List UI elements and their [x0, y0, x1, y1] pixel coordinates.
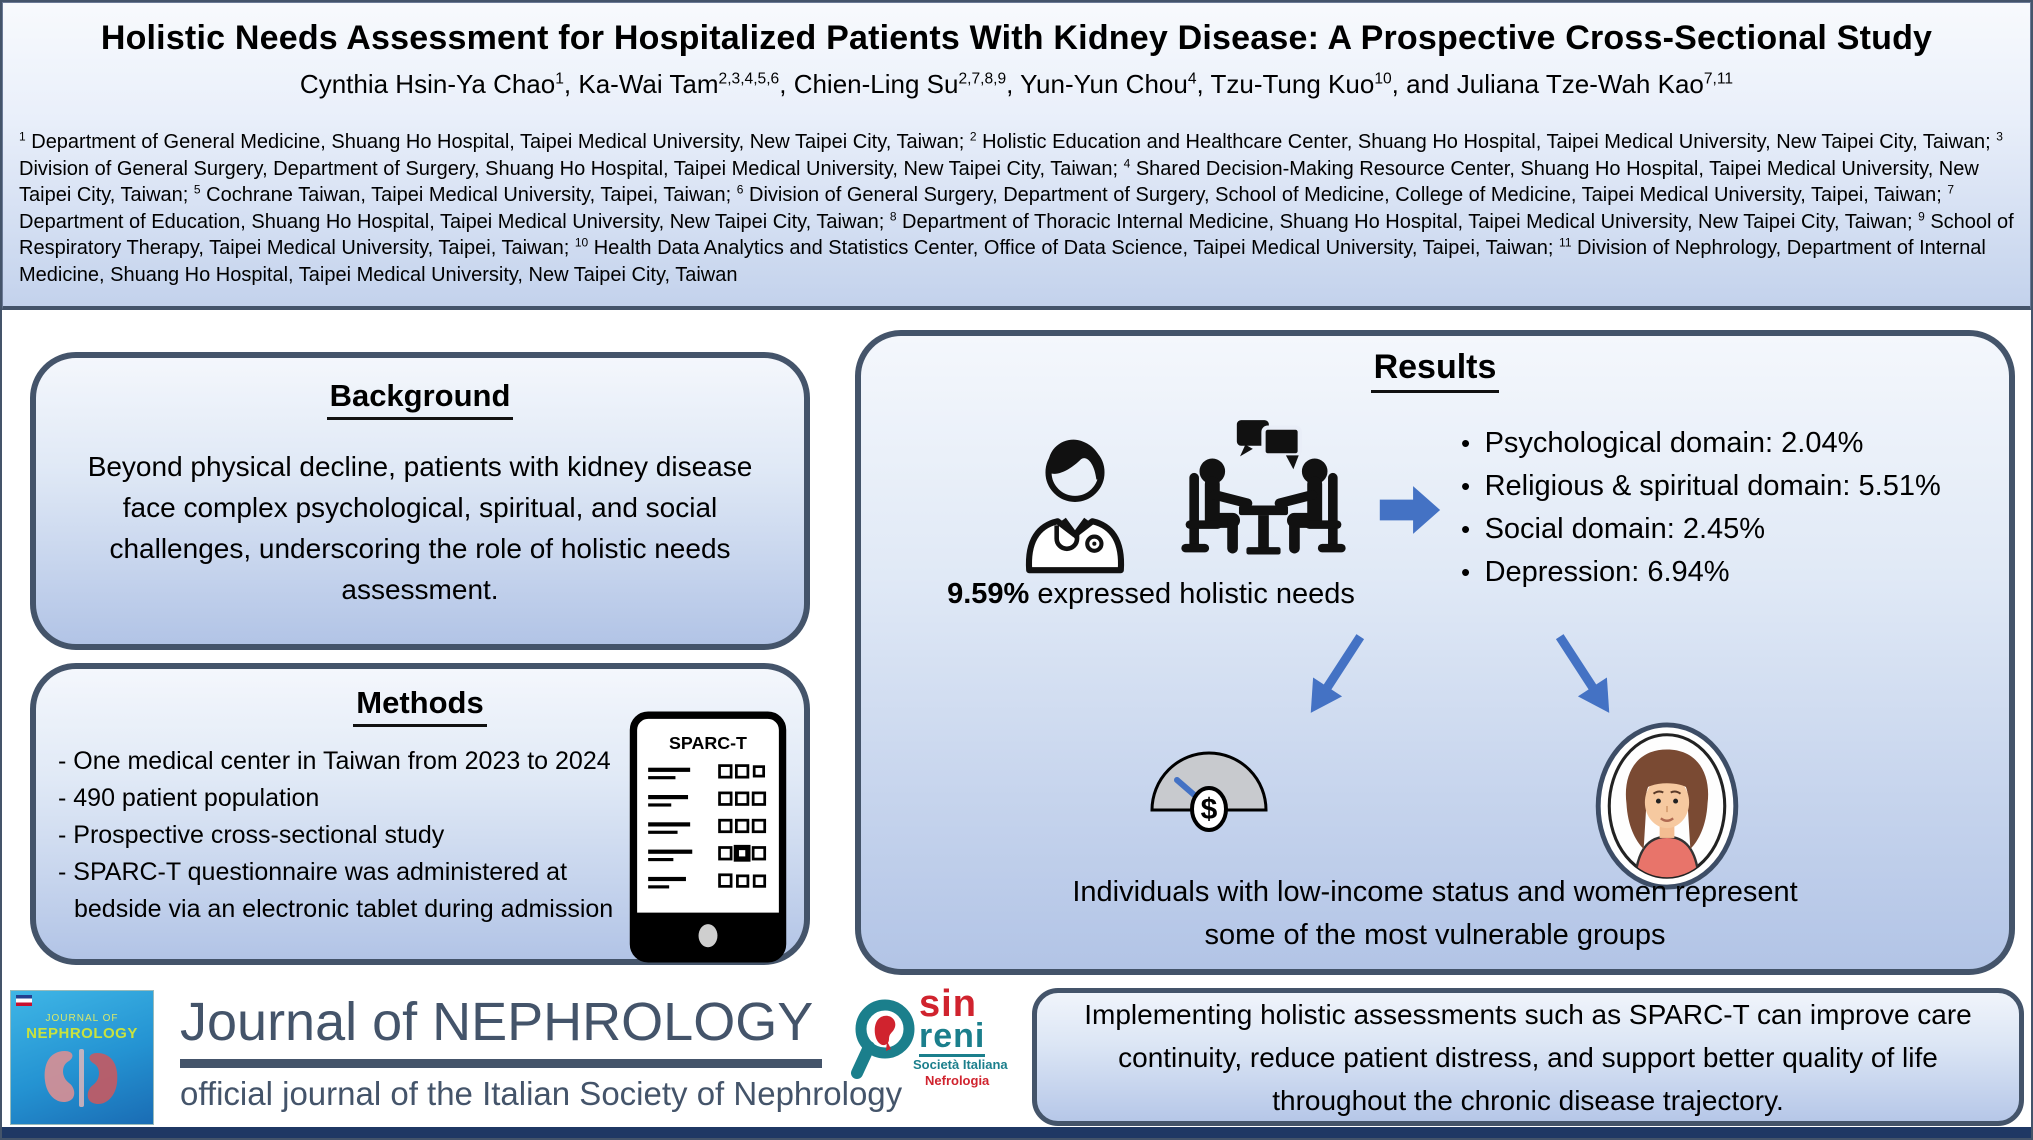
stat-text: expressed holistic needs: [1029, 578, 1355, 610]
sin-magnifier-icon: [851, 999, 915, 1079]
sin-word-societa: Società Italiana: [913, 1057, 1008, 1072]
tablet-screen-label: SPARC-T: [669, 733, 747, 753]
cover-line1: JOURNAL OF: [45, 1013, 119, 1024]
stat-line: 9.59% expressed holistic needs: [881, 578, 1421, 611]
methods-bullet: - Prospective cross-sectional study: [58, 821, 445, 849]
cover-flag-icon: [16, 995, 32, 1006]
background-title-text: Background: [326, 378, 514, 420]
bottom-navy-bar: [0, 1127, 2033, 1140]
page-title: Holistic Needs Assessment for Hospitaliz…: [100, 19, 1933, 57]
cover-kidney-illustration: [44, 1049, 118, 1107]
tablet-icon: SPARC-T: [629, 711, 787, 963]
conclusion-text: Implementing holistic assessments such a…: [1084, 998, 1972, 1116]
sin-word-sin: sin: [919, 983, 977, 1025]
journal-cover-image: JOURNAL OF NEPHROLOGY: [10, 990, 154, 1125]
background-title: Background: [36, 378, 804, 420]
methods-bullets: - One medical center in Taiwan from 2023…: [58, 743, 633, 928]
journal-title-underline: [180, 1059, 822, 1068]
stat-value: 9.59%: [947, 578, 1030, 610]
methods-title-text: Methods: [353, 685, 487, 727]
vulnerable-text-line1: Individuals with low-income status and w…: [1072, 876, 1798, 908]
header-section: Holistic Needs Assessment for Hospitaliz…: [2, 2, 2031, 310]
sin-word-reni: reni: [919, 1017, 986, 1057]
down-left-arrow-icon: [1310, 634, 1365, 713]
doctor-icon: [1025, 439, 1125, 574]
right-arrow-icon: [1379, 486, 1441, 534]
results-domain-item: Psychological domain: 2.04%: [1461, 422, 1941, 465]
journal-title: Journal of NEPHROLOGY: [180, 992, 814, 1052]
results-domain-item: Religious & spiritual domain: 5.51%: [1461, 465, 1941, 508]
authors-line: Cynthia Hsin-Ya Chao1, Ka-Wai Tam2,3,4,5…: [299, 69, 1734, 99]
footer-section: JOURNAL OF NEPHROLOGY Journal of NEPHROL…: [2, 985, 2031, 1127]
results-title: Results: [861, 348, 2009, 393]
conclusion-box: Implementing holistic assessments such a…: [1032, 988, 2024, 1126]
results-title-text: Results: [1370, 348, 1500, 393]
low-income-gauge-icon: $: [1150, 751, 1268, 832]
methods-bullet: - 490 patient population: [58, 784, 320, 812]
results-domains: Psychological domain: 2.04%Religious & s…: [1461, 422, 1941, 594]
results-domain-item: Social domain: 2.45%: [1461, 508, 1941, 551]
sin-word-nefrologia: Nefrologia: [925, 1073, 990, 1088]
background-body: Beyond physical decline, patients with k…: [87, 451, 753, 605]
woman-avatar-icon: [1595, 722, 1739, 890]
sin-logo: sin reni Società Italiana Nefrologia: [847, 985, 1017, 1099]
results-box: Results: [855, 330, 2015, 975]
methods-title: Methods: [36, 685, 804, 727]
methods-box: Methods - One medical center in Taiwan f…: [30, 663, 810, 965]
affiliations: 1 Department of General Medicine, Shuang…: [19, 129, 2014, 286]
methods-bullet: - SPARC-T questionnaire was administered…: [58, 858, 614, 923]
journal-subtitle: official journal of the Italian Society …: [180, 1075, 903, 1112]
results-domain-item: Depression: 6.94%: [1461, 551, 1941, 594]
methods-bullet: - One medical center in Taiwan from 2023…: [58, 747, 611, 775]
down-right-arrow-icon: [1555, 634, 1610, 713]
cover-line2: NEPHROLOGY: [26, 1025, 138, 1042]
background-box: Background Beyond physical decline, pati…: [30, 352, 810, 650]
vulnerable-text-line2: some of the most vulnerable groups: [1204, 919, 1666, 951]
meeting-icon: [1181, 420, 1346, 555]
gauge-dollar-label: $: [1201, 793, 1218, 826]
